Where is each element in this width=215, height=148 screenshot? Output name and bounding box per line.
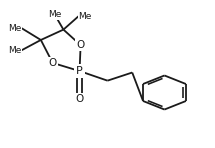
Text: O: O [49, 58, 57, 68]
Text: Me: Me [78, 12, 92, 21]
Text: Me: Me [8, 46, 22, 55]
Text: Me: Me [48, 10, 61, 19]
Text: O: O [75, 94, 84, 104]
Text: O: O [77, 40, 85, 50]
Text: Me: Me [8, 24, 22, 33]
Text: P: P [76, 66, 83, 76]
